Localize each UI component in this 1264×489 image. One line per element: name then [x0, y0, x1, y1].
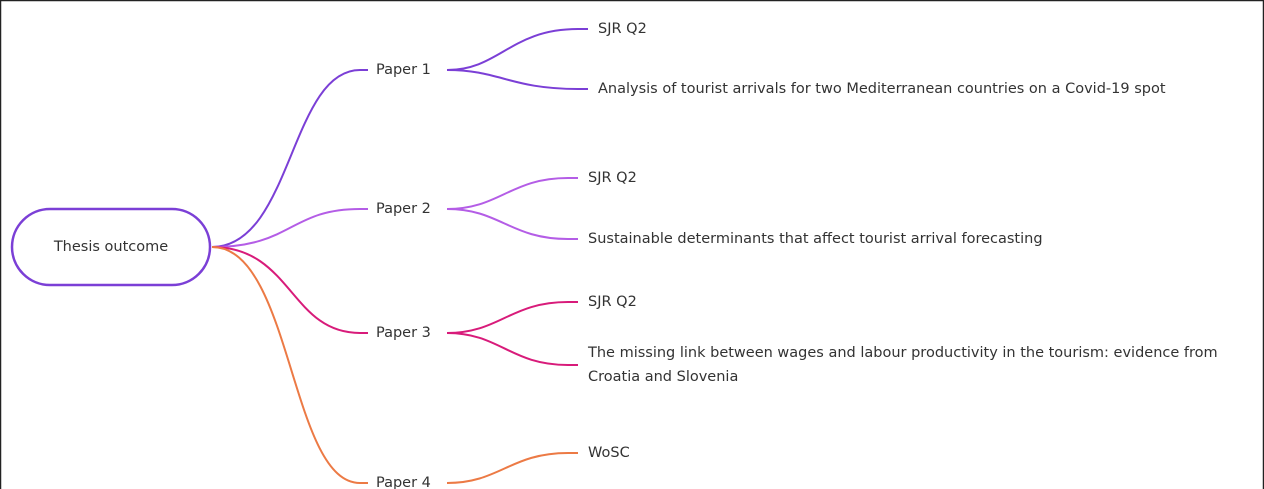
leaf-label: SJR Q2: [588, 294, 637, 310]
leaf-link: [446, 301, 578, 334]
leaf-link: [446, 452, 578, 484]
leaf-link: [446, 177, 578, 210]
branch-label: Paper 4: [376, 475, 431, 489]
branch-link: [211, 246, 368, 484]
leaf-line: Croatia and Slovenia: [588, 369, 738, 385]
leaf-label: The missing link between wages and labou…: [587, 345, 1218, 385]
leaf-label: SJR Q2: [588, 170, 637, 186]
leaf-label: WoSC: [588, 445, 630, 461]
branch-label: Paper 3: [376, 325, 431, 341]
leaf-label: SJR Q2: [598, 21, 647, 37]
root-label: Thesis outcome: [53, 239, 168, 255]
leaf-link: [446, 69, 588, 90]
branch-link: [211, 208, 368, 248]
leaf-label: Sustainable determinants that affect tou…: [588, 231, 1043, 247]
branch-link: [211, 69, 368, 248]
leaf-link: [446, 208, 578, 240]
leaf-link: [446, 332, 578, 366]
branch-link: [211, 246, 368, 334]
branch-label: Paper 2: [376, 201, 431, 217]
leaf-link: [446, 28, 588, 71]
leaf-label: Analysis of tourist arrivals for two Med…: [598, 81, 1166, 97]
leaf-line: The missing link between wages and labou…: [587, 345, 1218, 361]
branch-label: Paper 1: [376, 62, 431, 78]
root-node: [10, 207, 212, 287]
